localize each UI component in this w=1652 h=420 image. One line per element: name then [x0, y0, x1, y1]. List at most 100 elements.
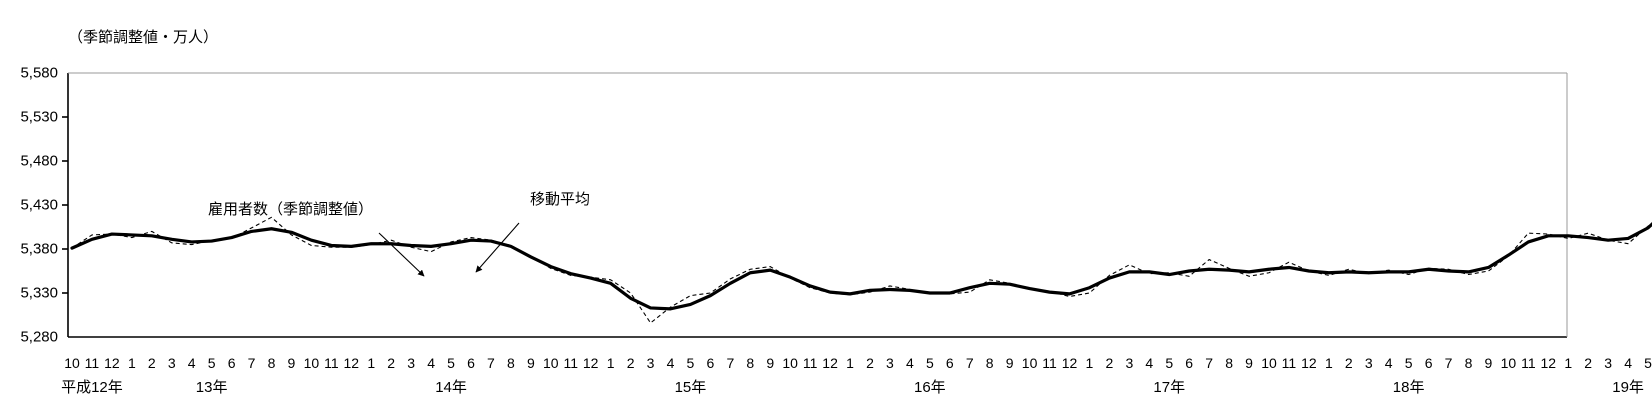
- y-axis-tick-label: 5,430: [20, 196, 58, 214]
- x-axis-tick-label: 4: [1384, 355, 1393, 371]
- y-axis-tick-label: 5,530: [20, 108, 58, 126]
- x-axis-tick-label: 5: [1404, 355, 1413, 371]
- x-axis-tick-label: 4: [427, 355, 435, 371]
- x-axis-tick-label: 1: [367, 355, 376, 371]
- x-axis-tick-label: 12: [822, 355, 838, 371]
- x-axis-tick-label: 6: [945, 355, 954, 371]
- x-axis-tick-label: 7: [1444, 355, 1453, 371]
- x-axis-tick-label: 10: [64, 355, 80, 371]
- x-axis-tick-label: 11: [84, 355, 100, 371]
- x-axis-tick-label: 3: [167, 355, 176, 371]
- x-axis-tick-label: 2: [626, 355, 635, 371]
- x-axis-tick-label: 11: [1042, 355, 1057, 371]
- x-axis-tick-label: 6: [227, 355, 236, 371]
- x-axis-tick-label: 2: [147, 355, 156, 371]
- x-axis-tick-label: 9: [1484, 355, 1493, 371]
- x-axis-tick-label: 9: [766, 355, 775, 371]
- x-axis-tick-label: 5: [686, 355, 695, 371]
- annotation-label-employees: 雇用者数（季節調整値）: [208, 201, 374, 218]
- series-line-moving-average: [70, 222, 1652, 311]
- x-axis-tick-label: 6: [1185, 355, 1194, 371]
- y-axis-tick-label: 5,280: [20, 328, 58, 346]
- x-axis-tick-label: 10: [1021, 355, 1038, 371]
- x-axis-tick-label: 10: [303, 355, 320, 371]
- x-axis-tick-label: 4: [666, 355, 675, 371]
- x-axis-tick-label: 4: [1145, 355, 1154, 371]
- x-axis-tick-label: 10: [782, 355, 798, 371]
- x-axis-tick-label: 1: [1085, 355, 1094, 371]
- x-axis-year-label: 16年: [914, 379, 946, 396]
- y-axis-tick-labels: 5,580 5,530 5,480 5,430 5,380 5,330 5,280: [0, 0, 58, 420]
- x-axis-year-label: 19年: [1612, 379, 1644, 396]
- x-axis-tick-label: 3: [886, 355, 894, 371]
- x-axis-tick-label: 11: [563, 355, 579, 371]
- x-axis-tick-label: 2: [866, 355, 874, 371]
- x-axis-tick-label: 5: [447, 355, 455, 371]
- x-axis-tick-label: 8: [1225, 355, 1233, 371]
- x-axis-tick-label: 3: [407, 355, 416, 371]
- x-axis-tick-label: 4: [905, 355, 914, 371]
- x-axis-tick-label: 12: [343, 355, 360, 371]
- x-axis-tick-label: 3: [1364, 355, 1373, 371]
- x-axis-tick-label: 9: [1245, 355, 1253, 371]
- x-axis-tick-label: 1: [1564, 355, 1573, 371]
- x-axis-tick-label: 9: [526, 355, 535, 371]
- x-axis-tick-label: 11: [1521, 355, 1536, 371]
- x-axis-year-label: 13年: [195, 379, 228, 396]
- x-axis-tick-label: 5: [207, 355, 216, 371]
- x-axis-tick-label: 8: [985, 355, 994, 371]
- y-axis-tick-label: 5,480: [20, 152, 58, 170]
- x-axis-tick-label: 4: [1624, 355, 1632, 371]
- x-axis-year-label: 17年: [1153, 379, 1186, 396]
- x-axis-tick-label: 6: [467, 355, 475, 371]
- x-axis-tick-label: 2: [1584, 355, 1593, 371]
- y-axis-tick-label: 5,580: [20, 64, 58, 82]
- x-axis-tick-label: 9: [287, 355, 296, 371]
- x-axis-tick-label: 1: [846, 355, 854, 371]
- annotation-arrow-employees: [378, 232, 425, 277]
- x-axis-tick-label: 10: [543, 355, 559, 371]
- x-axis-tick-label: 8: [506, 355, 515, 371]
- x-axis-tick-label: 8: [746, 355, 755, 371]
- x-axis-tick-label: 2: [1105, 355, 1114, 371]
- x-axis-tick-label: 2: [1344, 355, 1353, 371]
- x-axis-year-label: 15年: [674, 379, 707, 396]
- y-axis-unit-label: （季節調整値・万人）: [68, 29, 219, 46]
- x-axis-tick-label: 7: [247, 355, 256, 371]
- series-line-employees-seasonally-adjusted: [71, 216, 1652, 324]
- x-axis-tick-label: 6: [706, 355, 715, 371]
- annotation-label-moving-average: 移動平均: [530, 191, 591, 208]
- x-axis-tick-label: 12: [1540, 355, 1557, 371]
- x-axis-tick-label: 8: [267, 355, 276, 371]
- x-axis-year-label: 14年: [435, 379, 467, 396]
- x-axis-month-labels: 10 11 12 1 2 3 4 5 6 7 8 9 10 11 12 1 2 3 4 5 6 7 8 9 10 11 12 1 2 3 4…: [0, 355, 1652, 375]
- x-axis-tick-label: 12: [1061, 355, 1078, 371]
- x-axis-tick-label: 7: [726, 355, 735, 371]
- x-axis-tick-label: 3: [1125, 355, 1134, 371]
- x-axis-tick-label: 6: [1424, 355, 1433, 371]
- x-axis-tick-label: 5: [1644, 355, 1652, 371]
- x-axis-tick-label: 5: [1165, 355, 1174, 371]
- x-axis-tick-label: 4: [187, 355, 196, 371]
- x-axis-tick-label: 11: [324, 355, 339, 371]
- x-axis-tick-label: 2: [387, 355, 396, 371]
- x-axis-tick-label: 3: [1604, 355, 1613, 371]
- x-axis-tick-label: 7: [965, 355, 974, 371]
- x-axis-tick-label: 12: [1301, 355, 1317, 371]
- x-axis-year-labels: 平成12年 13年 14年 15年 16年 17年 18年 19年: [0, 376, 1652, 398]
- annotation-arrow-moving-average: [475, 222, 520, 273]
- x-axis-tick-label: 11: [1281, 355, 1297, 371]
- x-axis-tick-label: 5: [925, 355, 934, 371]
- x-axis-tick-label: 1: [1324, 355, 1333, 371]
- x-axis-tick-label: 1: [127, 355, 136, 371]
- x-axis-tick-label: 3: [646, 355, 655, 371]
- x-axis-tick-label: 9: [1005, 355, 1014, 371]
- x-axis-year-label: 平成12年: [61, 379, 123, 396]
- x-axis-tick-label: 12: [104, 355, 120, 371]
- x-axis-tick-label: 8: [1464, 355, 1473, 371]
- y-axis-tick-label: 5,330: [20, 284, 58, 302]
- x-axis-year-label: 18年: [1392, 379, 1425, 396]
- x-axis-tick-label: 7: [1205, 355, 1214, 371]
